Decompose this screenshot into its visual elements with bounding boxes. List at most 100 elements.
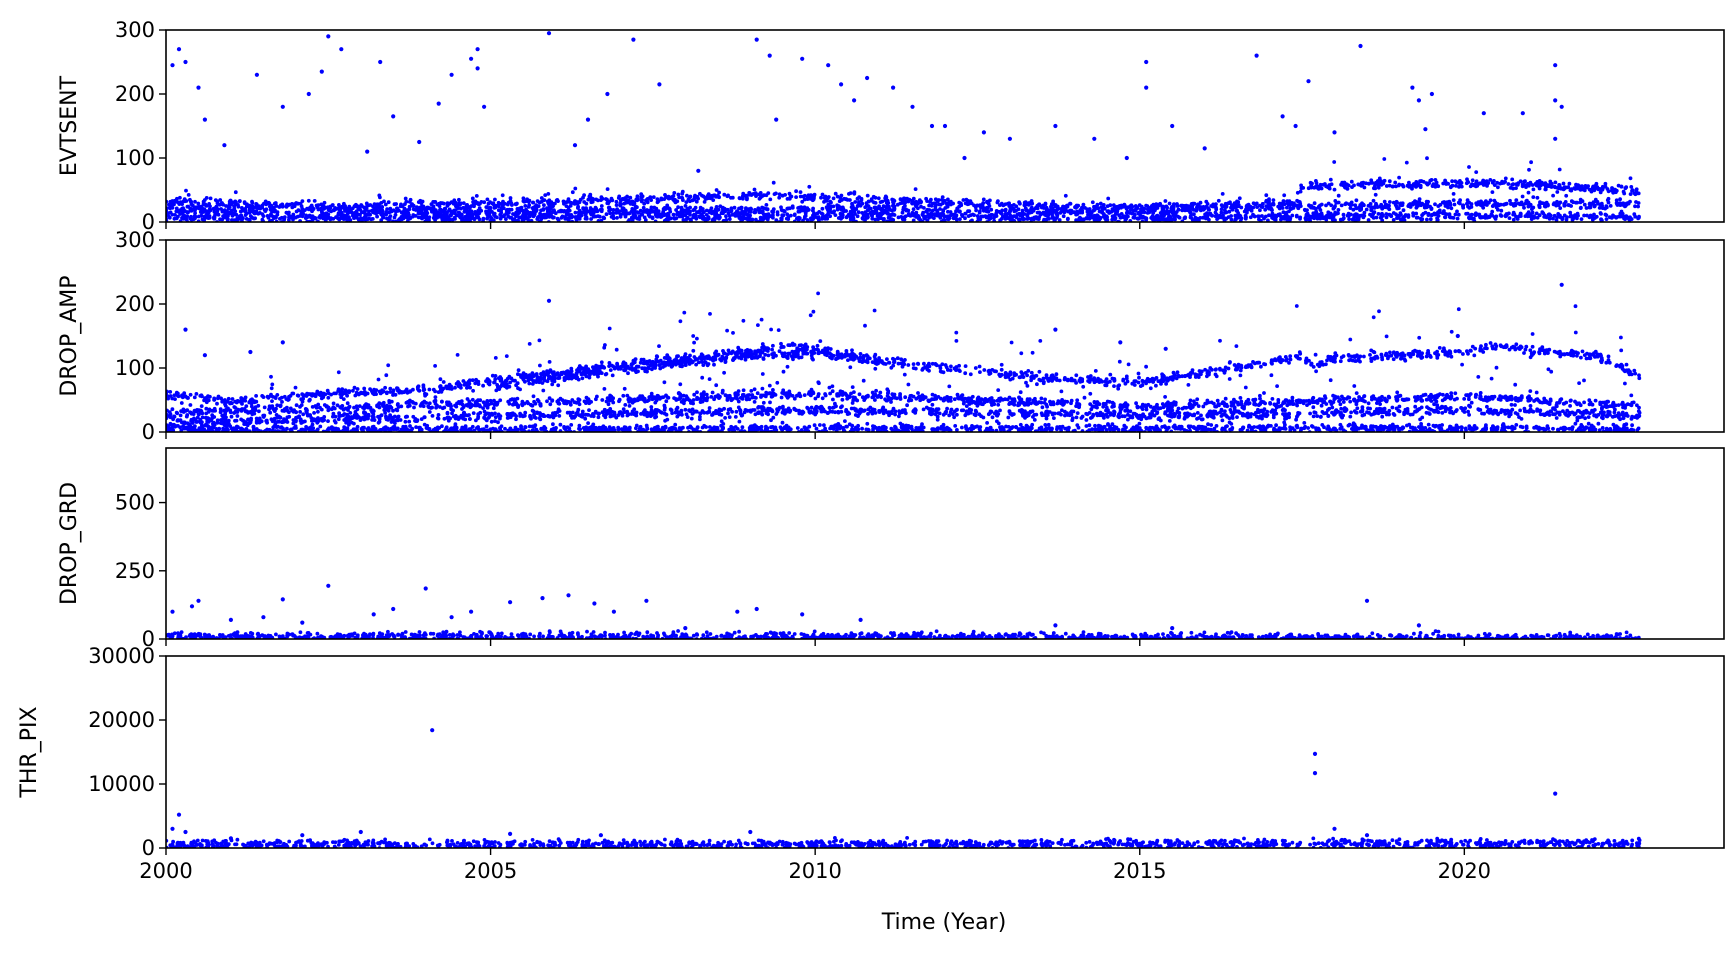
evtsent-band-point [1287, 209, 1291, 214]
evtsent-band-point [596, 198, 600, 203]
evtsent-scatter-point [239, 216, 244, 221]
evtsent-band-point [1267, 200, 1271, 204]
evtsent-scatter-point [582, 193, 586, 198]
evtsent-scatter-point [1043, 201, 1048, 206]
evtsent-band-point [1592, 184, 1597, 189]
evtsent-outlier-point [910, 104, 915, 109]
evtsent-band-point [966, 214, 971, 219]
evtsent-scatter-point [740, 217, 744, 221]
evtsent-scatter-point [1511, 217, 1516, 222]
evtsent-band-point [298, 214, 302, 218]
evtsent-scatter-point [1526, 210, 1531, 215]
evtsent-band-point [1324, 217, 1329, 222]
evtsent-band-point [1618, 201, 1622, 206]
evtsent-band-point [722, 206, 726, 211]
evtsent-scatter-point [984, 206, 989, 211]
evtsent-band-point [1379, 182, 1384, 187]
evtsent-band-point [651, 195, 656, 200]
evtsent-band-point [1406, 184, 1410, 188]
evtsent-band-point [1010, 218, 1015, 222]
evtsent-outlier-point [774, 117, 779, 122]
evtsent-band-point [1384, 212, 1389, 216]
evtsent-scatter-point [234, 212, 239, 217]
drop-amp-band-point [1391, 350, 1396, 355]
evtsent-band-point [521, 196, 526, 201]
evtsent-band-point [958, 217, 962, 222]
evtsent-band-point [256, 211, 261, 216]
evtsent-band-point [287, 218, 291, 222]
evtsent-band-point [1096, 206, 1101, 210]
drop-amp-band-point [1154, 383, 1158, 388]
evtsent-band-point [397, 208, 401, 213]
evtsent-scatter-point [889, 213, 893, 217]
evtsent-band-point [488, 205, 493, 210]
evtsent-scatter-point [887, 204, 891, 209]
evtsent-band-point [277, 205, 282, 209]
evtsent-band-point [362, 205, 367, 210]
evtsent-band-point [185, 210, 190, 215]
evtsent-band-point [1161, 217, 1166, 222]
evtsent-scatter-point [201, 201, 206, 206]
evtsent-band-point [1579, 205, 1583, 210]
evtsent-band-point [745, 196, 749, 201]
evtsent-band-point [975, 214, 980, 218]
evtsent-band-point [836, 206, 840, 211]
drop-amp-band-point [300, 399, 305, 404]
drop-amp-band-point [963, 371, 968, 376]
evtsent-band-point [646, 213, 651, 217]
evtsent-scatter-point [1037, 215, 1042, 220]
evtsent-band-point [505, 209, 510, 214]
evtsent-band-point [1559, 186, 1563, 191]
evtsent-scatter-point [1264, 193, 1269, 198]
evtsent-band-point [663, 193, 667, 197]
drop-amp-band-point [347, 389, 352, 394]
evtsent-band-point [831, 204, 836, 209]
evtsent-band-point [1507, 216, 1512, 221]
drop-amp-band-point [786, 343, 791, 347]
evtsent-band-point [1453, 212, 1458, 217]
drop-amp-band-point [1029, 370, 1034, 375]
evtsent-band-point [1508, 186, 1513, 190]
evtsent-outlier-point [417, 139, 422, 145]
drop-amp-band-point [188, 392, 193, 397]
evtsent-band-point [1574, 183, 1579, 188]
drop-amp-band-point [1537, 351, 1542, 356]
evtsent-band-point [599, 204, 604, 208]
evtsent-scatter-point [1490, 209, 1495, 214]
evtsent-band-point [828, 214, 832, 219]
evtsent-band-point [969, 201, 974, 206]
evtsent-band-point [456, 206, 460, 211]
evtsent-scatter-point [225, 210, 230, 215]
drop-amp-band-point [362, 386, 367, 391]
evtsent-band-point [514, 202, 518, 207]
evtsent-band-point [1285, 205, 1289, 210]
evtsent-outlier-point [254, 72, 259, 77]
evtsent-band-point [1411, 211, 1415, 216]
evtsent-band-point [1053, 204, 1057, 209]
evtsent-scatter-point [1220, 192, 1225, 196]
evtsent-band-point [668, 196, 673, 201]
drop-amp-band-point [1012, 371, 1017, 376]
evtsent-band-point [850, 201, 854, 206]
evtsent-scatter-point [543, 193, 548, 198]
evtsent-scatter-point [1564, 217, 1569, 222]
evtsent-band-point [1634, 200, 1638, 204]
evtsent-band-point [754, 194, 758, 199]
evtsent-band-point [1552, 184, 1557, 189]
evtsent-scatter-point [1170, 217, 1174, 222]
evtsent-band-point [392, 202, 397, 207]
evtsent-scatter-point [573, 186, 578, 191]
evtsent-band-point [634, 197, 639, 202]
evtsent-band-point [1609, 216, 1614, 220]
evtsent-scatter-point [577, 213, 582, 217]
drop-amp-band-point [329, 392, 333, 397]
evtsent-band-point [844, 197, 848, 202]
evtsent-band-point [865, 193, 870, 198]
evtsent-band-point [526, 199, 531, 204]
evtsent-band-point [831, 196, 836, 201]
evtsent-outlier-point [378, 59, 383, 65]
evtsent-band-point [1398, 211, 1403, 216]
evtsent-band-point [1167, 201, 1172, 206]
evtsent-scatter-point [1095, 217, 1099, 222]
evtsent-band-point [798, 190, 803, 195]
